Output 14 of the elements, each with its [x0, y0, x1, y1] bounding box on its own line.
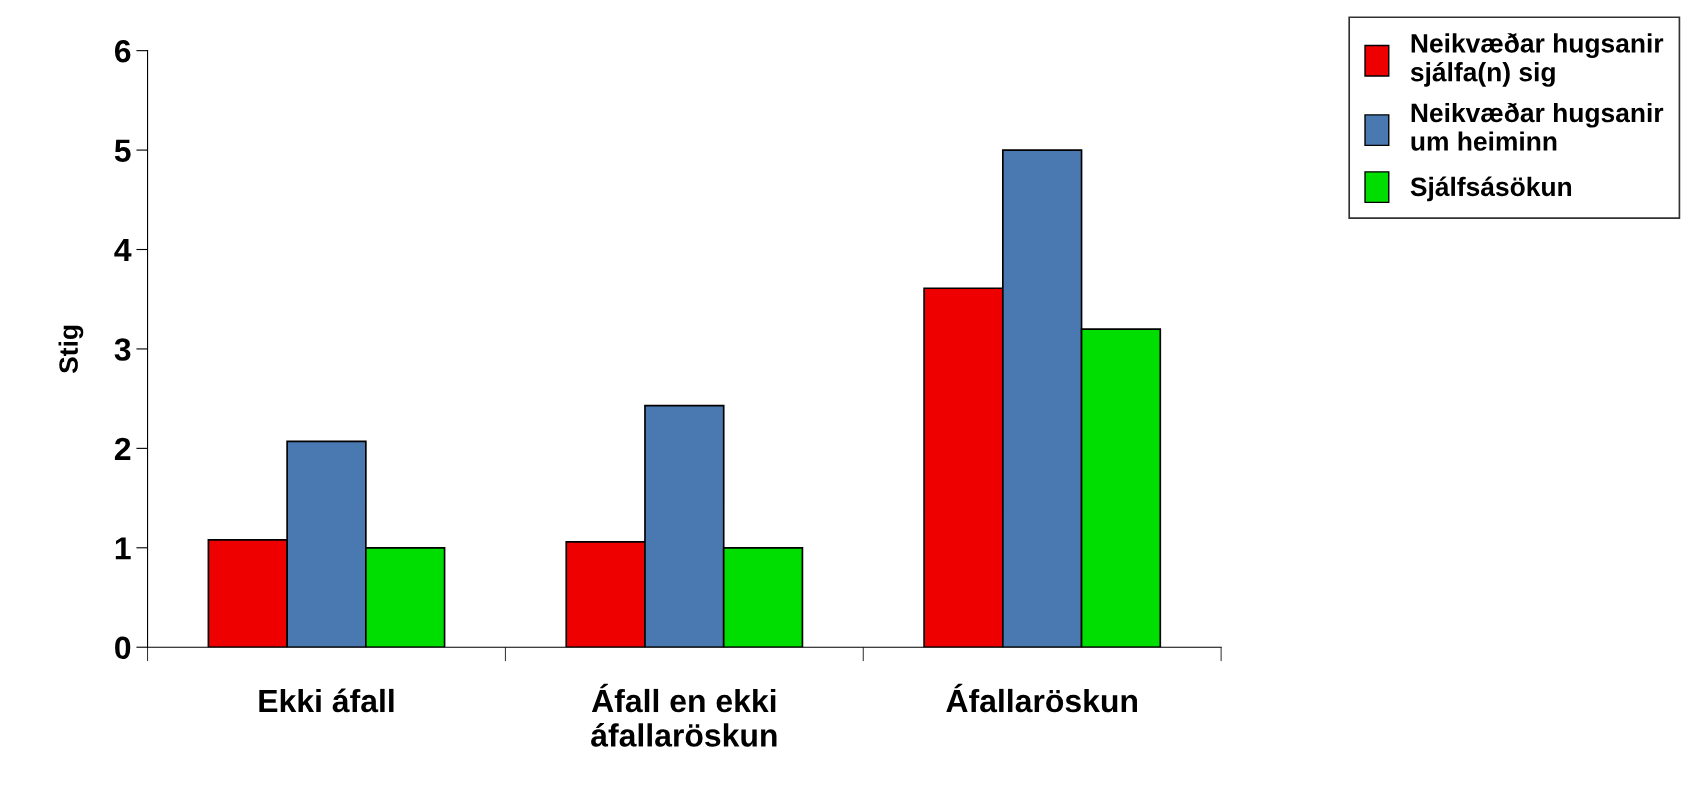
legend-label: Neikvæðar hugsanir sjálfa(n) sig — [1410, 33, 1664, 87]
x-tick-label: Áfall en ekki áfallaröskun — [591, 683, 777, 747]
y-tick-label: 1 — [115, 537, 131, 560]
y-tick-label: 2 — [114, 437, 131, 460]
x-tick-label: Áfallaröskun — [946, 683, 1137, 713]
y-tick-label: 3 — [114, 338, 131, 361]
y-tick-label: 0 — [115, 636, 131, 660]
y-tick-label: 5 — [114, 139, 131, 162]
x-tick-label: Ekki áfall — [259, 688, 394, 713]
y-axis-title: Stig — [58, 325, 84, 374]
legend-label: Sjálfsásökun — [1410, 176, 1572, 202]
legend-label: Neikvæðar hugsanir um heiminn — [1411, 102, 1664, 151]
y-tick-label: 4 — [114, 239, 132, 262]
y-tick-label: 6 — [114, 39, 131, 63]
